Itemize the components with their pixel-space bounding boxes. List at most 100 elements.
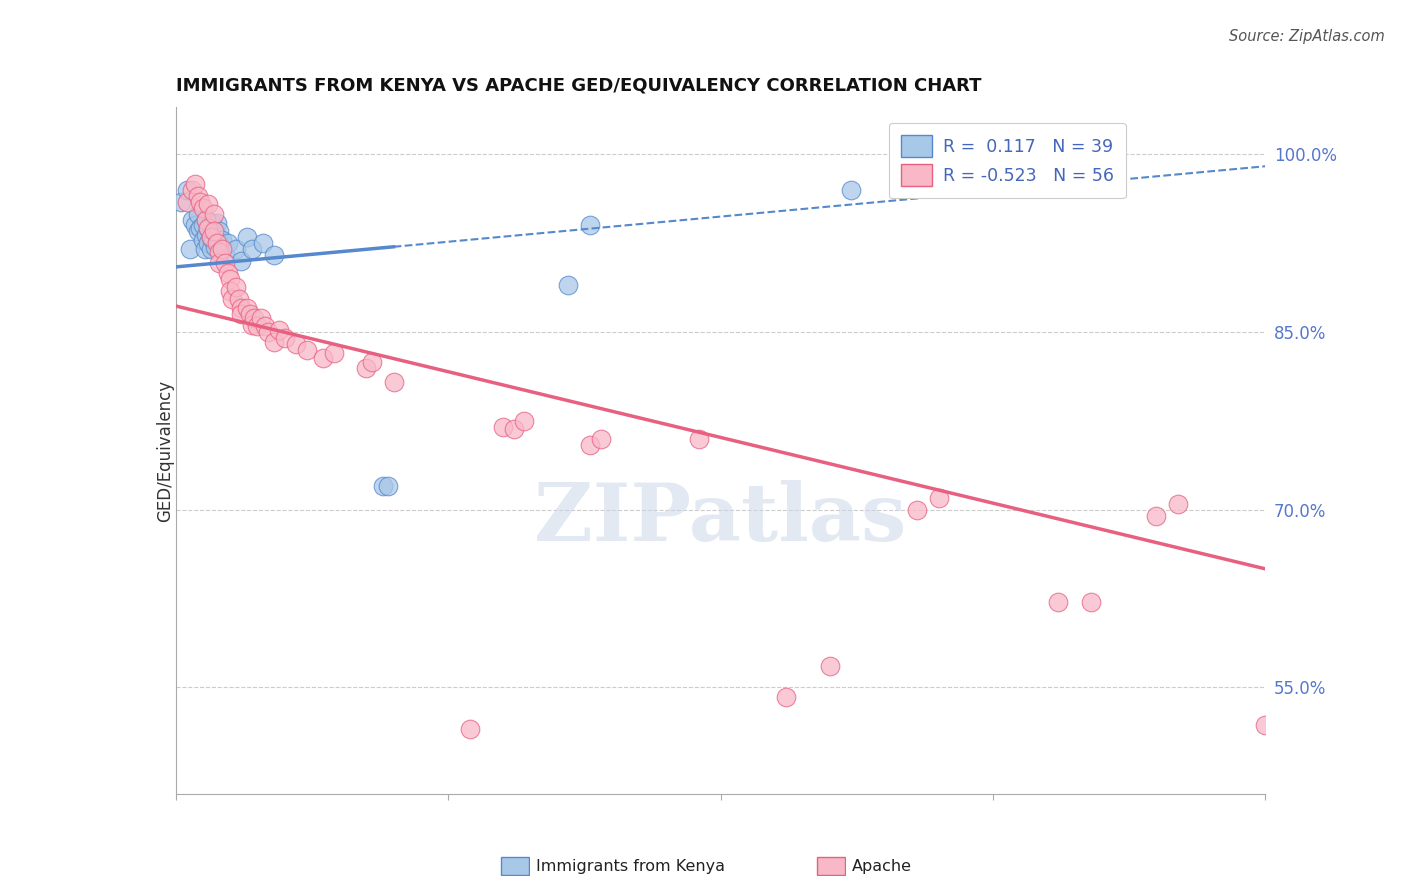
Point [1254, 718, 1277, 732]
Point [249, 310, 271, 325]
Point [1047, 595, 1070, 609]
Point [928, 491, 950, 505]
Point [186, 189, 209, 203]
Point [263, 248, 285, 262]
Point [197, 220, 219, 235]
Point [322, 346, 344, 360]
Point [219, 272, 242, 286]
Point [579, 437, 602, 451]
Point [231, 254, 253, 268]
Point [235, 301, 257, 316]
Point [274, 331, 297, 345]
Point [688, 432, 710, 446]
Point [201, 233, 224, 247]
Point [243, 310, 266, 325]
Point [184, 219, 207, 233]
Point [235, 230, 257, 244]
Point [818, 659, 841, 673]
Point [200, 230, 222, 244]
Text: Apache: Apache [852, 859, 912, 873]
Point [195, 212, 218, 227]
Point [194, 242, 217, 256]
Point [239, 307, 262, 321]
Legend: R =  0.117   N = 39, R = -0.523   N = 56: R = 0.117 N = 39, R = -0.523 N = 56 [889, 122, 1126, 198]
Point [905, 502, 928, 516]
Text: ZIPatlas: ZIPatlas [534, 480, 907, 558]
Point [382, 375, 405, 389]
Point [269, 323, 291, 337]
Point [197, 220, 219, 235]
Point [214, 256, 236, 270]
Point [186, 224, 209, 238]
Point [295, 343, 318, 357]
Point [246, 319, 269, 334]
Point [191, 201, 214, 215]
Point [1144, 508, 1167, 523]
Point [252, 236, 274, 251]
Point [181, 212, 204, 227]
Point [841, 183, 863, 197]
Point [225, 242, 247, 256]
Y-axis label: GED/Equivalency: GED/Equivalency [156, 379, 173, 522]
Point [579, 219, 602, 233]
Point [202, 206, 225, 220]
Point [502, 422, 524, 436]
Point [184, 177, 207, 191]
Point [205, 236, 228, 251]
Point [170, 194, 193, 209]
Point [202, 224, 225, 238]
Point [356, 360, 378, 375]
Point [188, 220, 211, 235]
Point [197, 197, 219, 211]
Point [492, 419, 515, 434]
Point [1167, 497, 1189, 511]
Point [217, 266, 239, 280]
Point [179, 242, 201, 256]
Text: Immigrants from Kenya: Immigrants from Kenya [536, 859, 724, 873]
Point [195, 227, 218, 242]
Point [221, 292, 243, 306]
Point [204, 240, 226, 254]
Point [208, 236, 231, 251]
Point [240, 242, 263, 256]
Point [284, 337, 307, 351]
Point [211, 242, 233, 256]
Point [312, 351, 335, 365]
Point [589, 432, 612, 446]
Point [205, 230, 228, 244]
Point [202, 224, 225, 238]
Point [191, 233, 214, 247]
Point [176, 183, 198, 197]
Point [257, 325, 280, 339]
Point [775, 690, 797, 704]
Point [254, 319, 277, 334]
Point [240, 318, 263, 332]
Point [377, 479, 399, 493]
Point [181, 183, 204, 197]
Point [228, 292, 250, 306]
Point [176, 194, 198, 209]
Point [200, 242, 222, 256]
Point [188, 194, 211, 209]
Point [231, 301, 253, 316]
Point [197, 236, 219, 251]
Point [371, 479, 394, 493]
Point [225, 280, 247, 294]
Point [360, 354, 382, 368]
Point [458, 722, 481, 736]
Point [205, 216, 228, 230]
Point [208, 244, 231, 259]
Point [1080, 595, 1102, 609]
Point [186, 206, 209, 220]
Text: IMMIGRANTS FROM KENYA VS APACHE GED/EQUIVALENCY CORRELATION CHART: IMMIGRANTS FROM KENYA VS APACHE GED/EQUI… [176, 77, 981, 95]
Point [231, 307, 253, 321]
Text: Source: ZipAtlas.com: Source: ZipAtlas.com [1229, 29, 1385, 44]
Point [195, 212, 218, 227]
Point [513, 414, 536, 428]
Point [217, 236, 239, 251]
Point [200, 230, 222, 244]
Point [201, 216, 224, 230]
Point [211, 233, 233, 247]
Point [263, 334, 285, 349]
Point [214, 248, 236, 262]
